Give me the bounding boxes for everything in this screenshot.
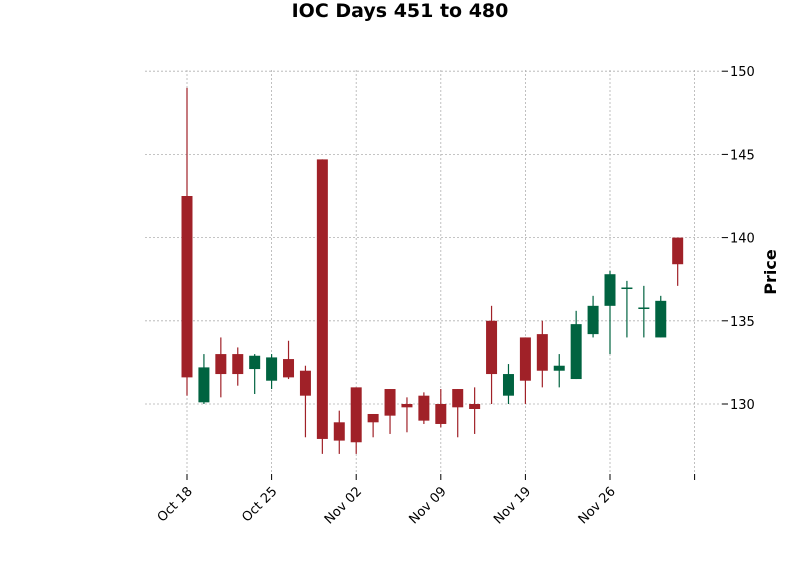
candle [418,392,430,424]
candle [570,310,582,380]
candle [452,389,464,438]
y-tick-label: 130 [730,398,755,413]
candle [502,364,514,404]
candle [367,413,379,438]
candle-body [502,374,514,396]
x-tick-label: Oct 18 [155,484,196,525]
y-tick-label: 145 [730,148,755,163]
candle-body [587,305,599,335]
candle-body [232,354,244,375]
candle-body [367,413,379,423]
candle-body [283,359,295,378]
candle [316,159,328,454]
candle-body [672,237,684,265]
y-axis: 130 135 140 145 150 [722,65,755,413]
x-tick-label: Nov 09 [406,484,449,527]
candle-body [316,159,328,439]
candle-body [249,355,261,370]
candle [672,237,684,286]
candle [181,87,193,396]
candle [198,354,210,404]
x-tick-label: Nov 19 [491,484,534,527]
candle-body [333,422,345,441]
candle [333,410,345,454]
candle-body [655,300,667,338]
y-tick-label: 150 [730,65,755,80]
x-axis: Oct 18 Oct 25 Nov 02 Nov 09 Nov 19 Nov 26 [155,474,696,527]
candle [638,285,650,338]
candle [215,337,227,398]
candle [401,397,413,433]
y-tick-label: 135 [730,315,755,330]
chart-title: IOC Days 451 to 480 [292,0,509,22]
candle-body [570,324,582,380]
candles [181,87,684,454]
x-tick-label: Oct 25 [239,484,280,525]
candle [469,387,481,434]
candle [249,354,261,395]
candle-body [181,196,193,378]
candle [536,320,548,388]
candle-body [536,334,548,371]
candle-body [418,395,430,421]
candle-body [350,387,362,443]
candle [486,305,498,404]
candle-body [486,320,498,375]
x-tick-label: Nov 26 [576,484,619,527]
candle [587,295,599,338]
candle-body [384,389,396,416]
candle-body [299,370,311,396]
candle [384,389,396,434]
candle [283,340,295,380]
y-tick-label: 140 [730,232,755,247]
candle-body [553,365,565,371]
candle [232,347,244,386]
candle-body [452,389,464,408]
candle [604,270,616,355]
grid [145,70,722,474]
candle [266,354,278,390]
candle-body [621,287,633,290]
candle [553,354,565,388]
candle-body [215,354,227,375]
candle [350,387,362,454]
candle [655,295,667,338]
candle-body [604,274,616,306]
candle-body [266,357,278,381]
x-tick-label: Nov 02 [322,484,365,527]
candle-body [435,404,447,424]
candle-body [638,307,650,309]
candle [519,337,531,404]
candle [299,365,311,438]
candle-body [401,404,413,408]
y-axis-label: Price [761,249,780,295]
candle [621,280,633,338]
candle-body [469,404,481,409]
candle [435,389,447,428]
candle-body [519,337,531,381]
candle-body [198,367,210,403]
